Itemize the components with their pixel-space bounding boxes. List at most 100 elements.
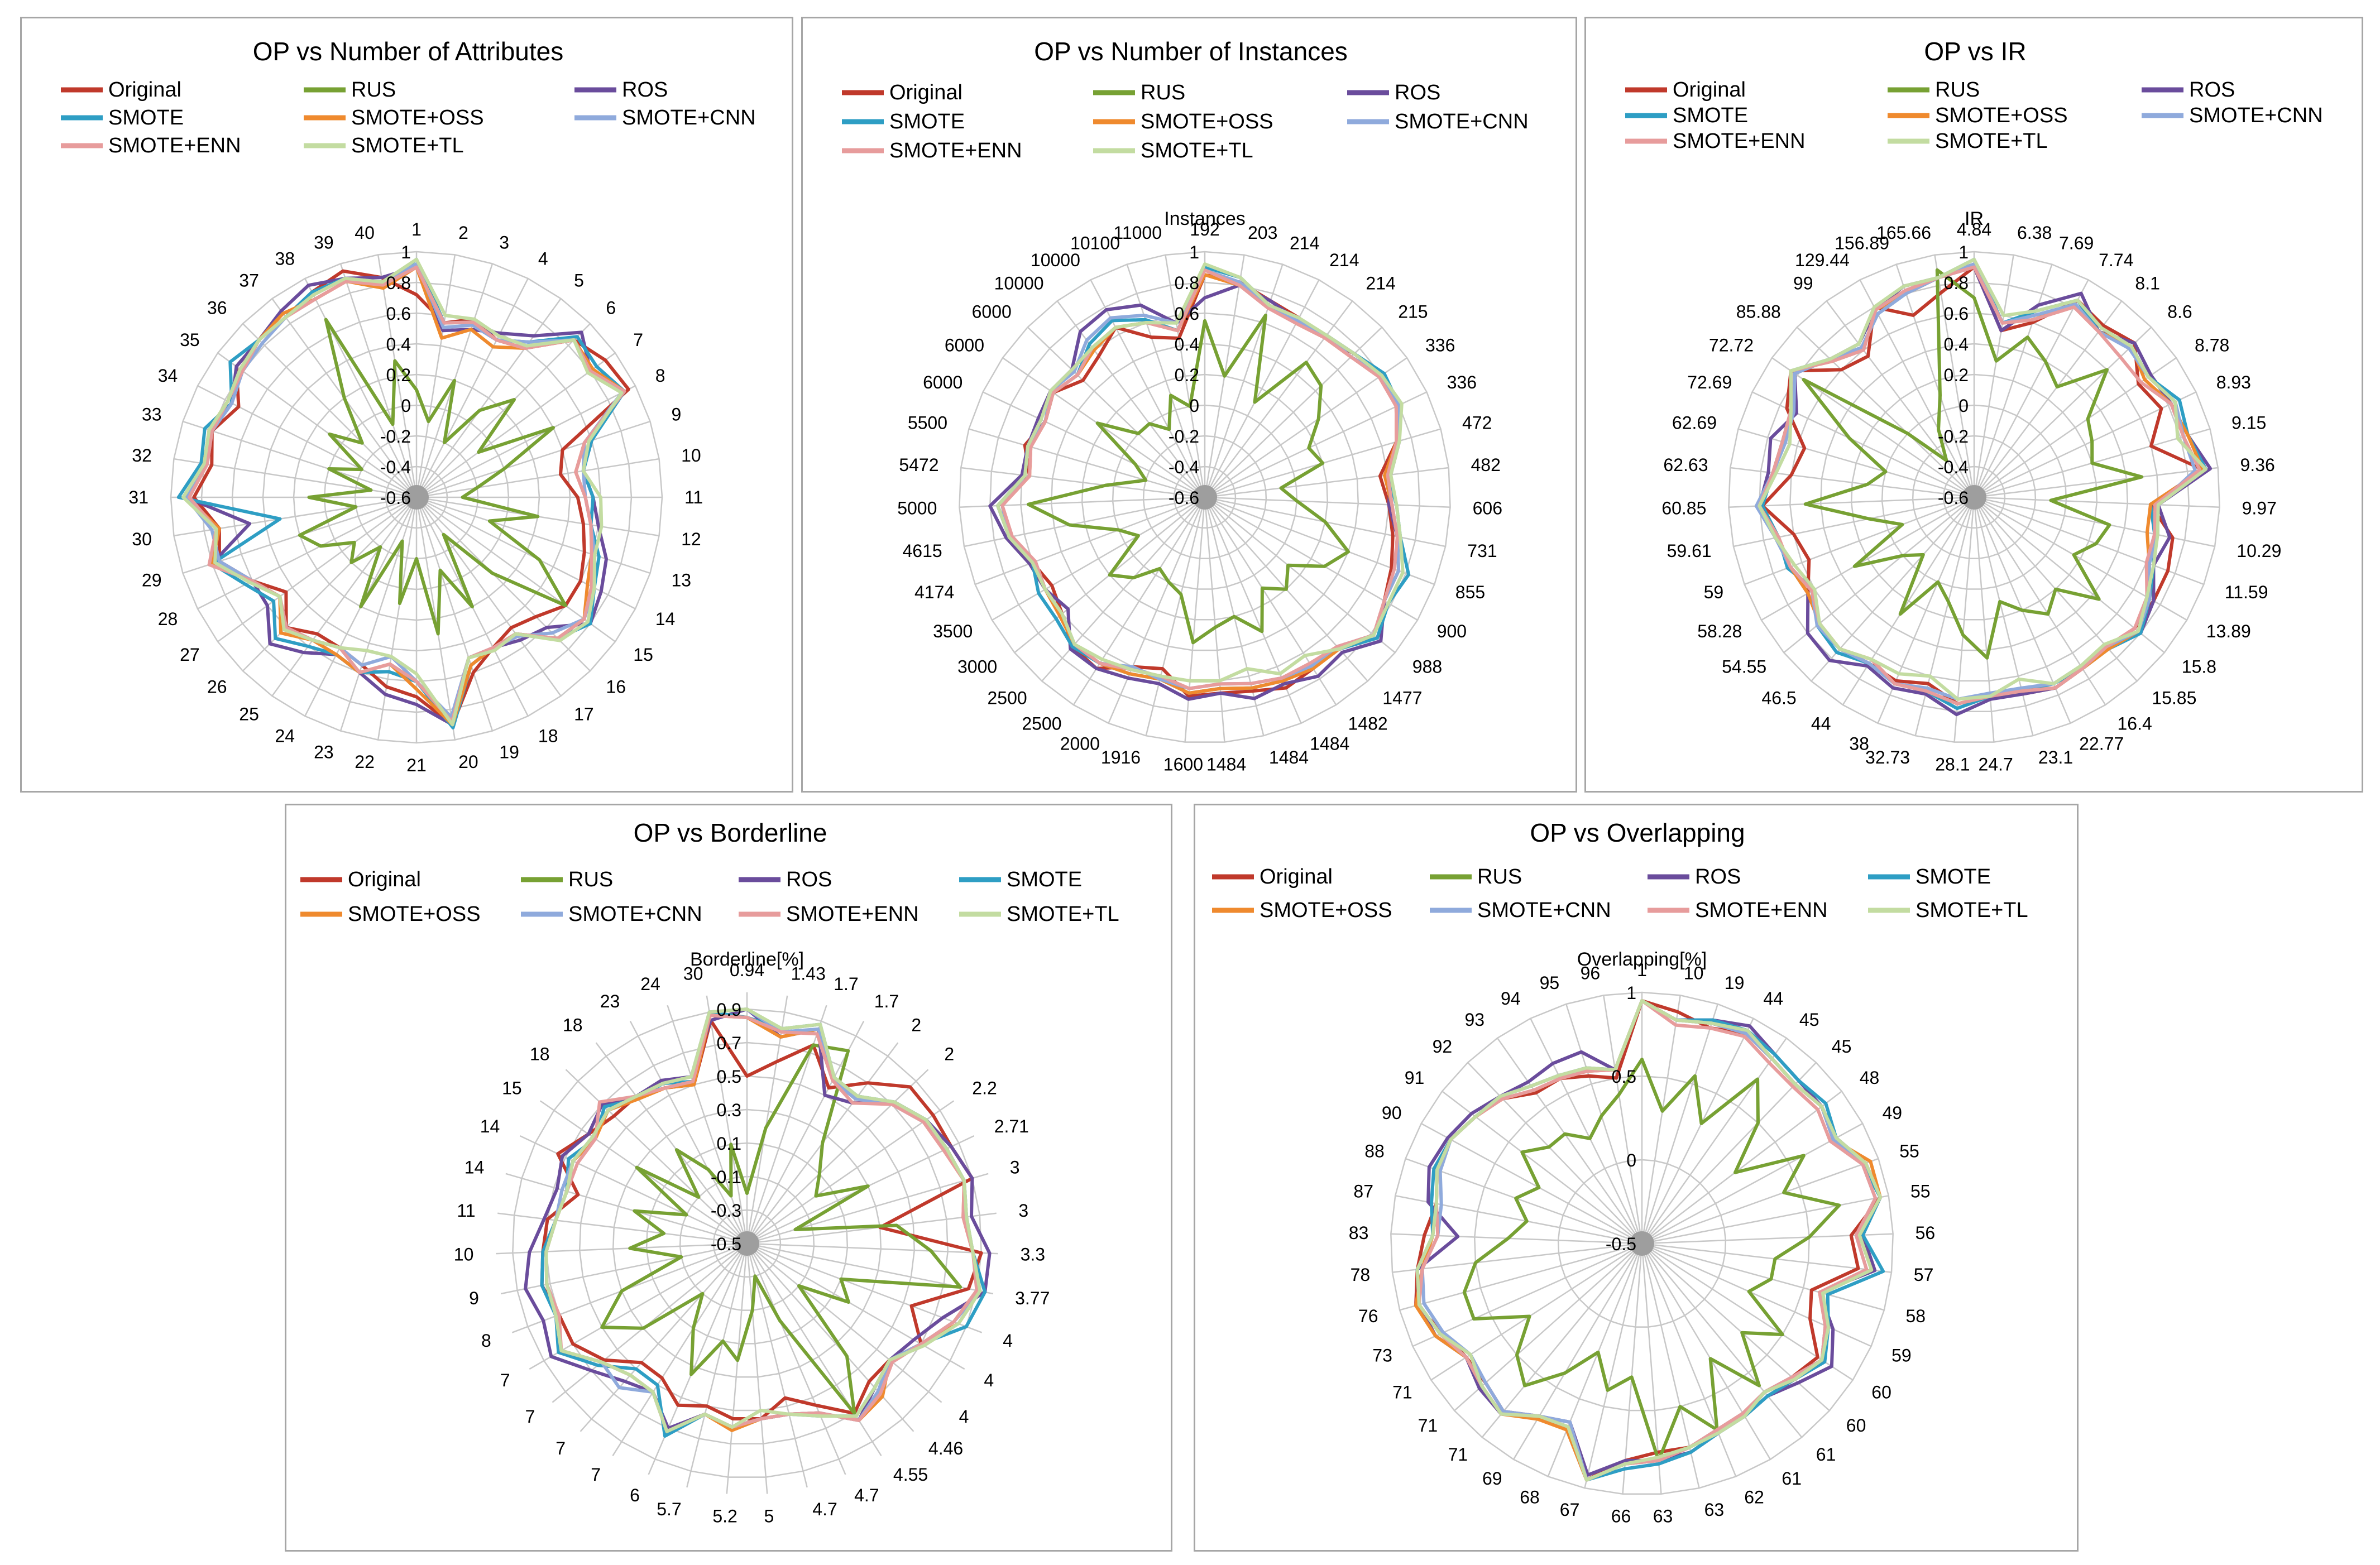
grid-spoke xyxy=(1973,264,2053,498)
grid-spoke xyxy=(1547,1243,1643,1477)
grid-spoke xyxy=(1641,1018,1754,1244)
category-label: 23 xyxy=(314,742,334,762)
grid-spoke xyxy=(746,1173,989,1245)
legend-label: SMOTE+TL xyxy=(1935,129,2048,153)
legend-item: ROS xyxy=(1648,865,1741,889)
category-label: 58.28 xyxy=(1697,621,1742,641)
series-line-smote-tl xyxy=(996,262,1405,683)
category-label: 30 xyxy=(683,963,703,983)
legend-label: SMOTE+OSS xyxy=(351,106,484,129)
category-label: 39 xyxy=(314,233,334,253)
grid-spoke xyxy=(1641,1062,1817,1244)
category-label: 18 xyxy=(538,726,558,746)
category-label: 71 xyxy=(1392,1382,1412,1402)
grid-spoke xyxy=(1934,255,1975,498)
legend-label: SMOTE+OSS xyxy=(1260,899,1392,922)
category-label: 15 xyxy=(502,1078,522,1098)
category-label: 2 xyxy=(458,223,468,243)
legend-label: Original xyxy=(348,868,421,891)
tick-label: 0 xyxy=(1626,1150,1636,1170)
category-label: 71 xyxy=(1418,1415,1438,1436)
grid-spoke xyxy=(183,420,417,498)
radar-series-group xyxy=(1414,999,1885,1482)
legend-item: SMOTE xyxy=(959,868,1082,891)
category-label: 96 xyxy=(1581,963,1601,983)
tick-label: 0.9 xyxy=(717,1000,741,1020)
category-label: 29 xyxy=(142,570,162,590)
category-label: 71 xyxy=(1448,1444,1468,1465)
category-label: 7.69 xyxy=(2059,233,2094,253)
category-label: 6.38 xyxy=(2017,223,2052,243)
series-line-rus xyxy=(1027,313,1351,645)
grid-spoke xyxy=(1744,496,1975,585)
tick-label: -0.5 xyxy=(711,1234,741,1254)
tick-label: 0.8 xyxy=(386,273,411,293)
grid-spoke xyxy=(415,255,456,498)
category-label: 5.7 xyxy=(657,1499,681,1519)
category-label: 7.74 xyxy=(2099,250,2133,270)
grid-spoke xyxy=(1974,496,2187,621)
category-label: 18 xyxy=(563,1015,583,1035)
legend-item: SMOTE+CNN xyxy=(521,902,702,926)
radar-center xyxy=(1630,1231,1654,1256)
tick-label: 1 xyxy=(1189,242,1199,262)
category-label: 7 xyxy=(500,1370,510,1390)
category-label: 36 xyxy=(207,298,227,318)
legend-item: ROS xyxy=(2142,78,2235,102)
grid-spoke xyxy=(505,1173,748,1245)
category-label: 60 xyxy=(1846,1415,1866,1436)
category-labels: 1 10 1944454548495555565758596060616162636… xyxy=(1349,960,1935,1526)
category-label: 10 xyxy=(1684,963,1704,983)
grid-spoke xyxy=(1973,255,2014,498)
grid-spoke xyxy=(746,1005,827,1244)
legend-label: SMOTE xyxy=(1673,104,1748,127)
grid-spoke xyxy=(1728,496,1975,508)
grid-spoke xyxy=(969,428,1205,498)
legend-item: SMOTE+ENN xyxy=(1648,899,1828,922)
legend-label: ROS xyxy=(622,78,668,102)
grid-spoke xyxy=(1974,327,2152,498)
category-label: 4 xyxy=(1003,1331,1013,1351)
category-label: 4.7 xyxy=(854,1485,879,1505)
category-label: 28.1 xyxy=(1935,754,1970,774)
category-label: 32.73 xyxy=(1865,747,1910,767)
category-label: 19 xyxy=(499,742,519,762)
legend-label: SMOTE+CNN xyxy=(568,902,702,926)
category-label: 25 xyxy=(239,704,259,724)
grid-spoke xyxy=(1090,279,1206,498)
grid-spoke xyxy=(746,1243,914,1432)
grid-spoke xyxy=(1204,497,1396,654)
category-label: 40 xyxy=(355,223,375,243)
radar-series-group xyxy=(1754,257,2213,717)
legend-label: ROS xyxy=(1695,865,1741,889)
legend-item: SMOTE+TL xyxy=(1868,899,2028,922)
category-label: 91 xyxy=(1405,1068,1425,1088)
grid-spoke xyxy=(1641,1195,1889,1245)
legend-item: RUS xyxy=(1430,865,1522,889)
category-label: 8.78 xyxy=(2195,335,2229,355)
category-label: 45 xyxy=(1832,1036,1852,1057)
category-label: 15.85 xyxy=(2152,688,2196,708)
category-label: 2500 xyxy=(988,688,1027,708)
category-label: 62 xyxy=(1744,1487,1764,1508)
category-label: 4.46 xyxy=(928,1438,963,1458)
chart-title: OP vs Borderline xyxy=(634,818,827,847)
category-label: 60 xyxy=(1871,1382,1891,1402)
legend-label: SMOTE+CNN xyxy=(1477,899,1611,922)
radial-tick-labels: 1 0.8 0.6 0.4 0.2 0 -0.2 -0.4 -0.6 xyxy=(1938,242,1969,508)
grid-spoke xyxy=(686,1243,748,1488)
category-label: 73 xyxy=(1372,1345,1392,1365)
legend-label: SMOTE xyxy=(889,110,965,133)
grid-ring xyxy=(1819,343,2129,651)
category-label: 14 xyxy=(480,1116,500,1136)
legend-item: Original xyxy=(61,78,181,102)
legend-label: SMOTE+TL xyxy=(1141,139,1253,162)
legend-item: SMOTE+ENN xyxy=(739,902,919,926)
radar-chart-overlapping: OP vs Overlapping Original RUS ROS SMOTE SMOT… xyxy=(1212,818,2028,1526)
series-line-smote-tl xyxy=(181,257,624,727)
grid-ring xyxy=(512,1008,982,1478)
grid-ring xyxy=(578,1075,916,1412)
category-label: 9 xyxy=(469,1288,479,1308)
grid-spoke xyxy=(1108,497,1206,724)
grid-spoke xyxy=(982,391,1205,498)
